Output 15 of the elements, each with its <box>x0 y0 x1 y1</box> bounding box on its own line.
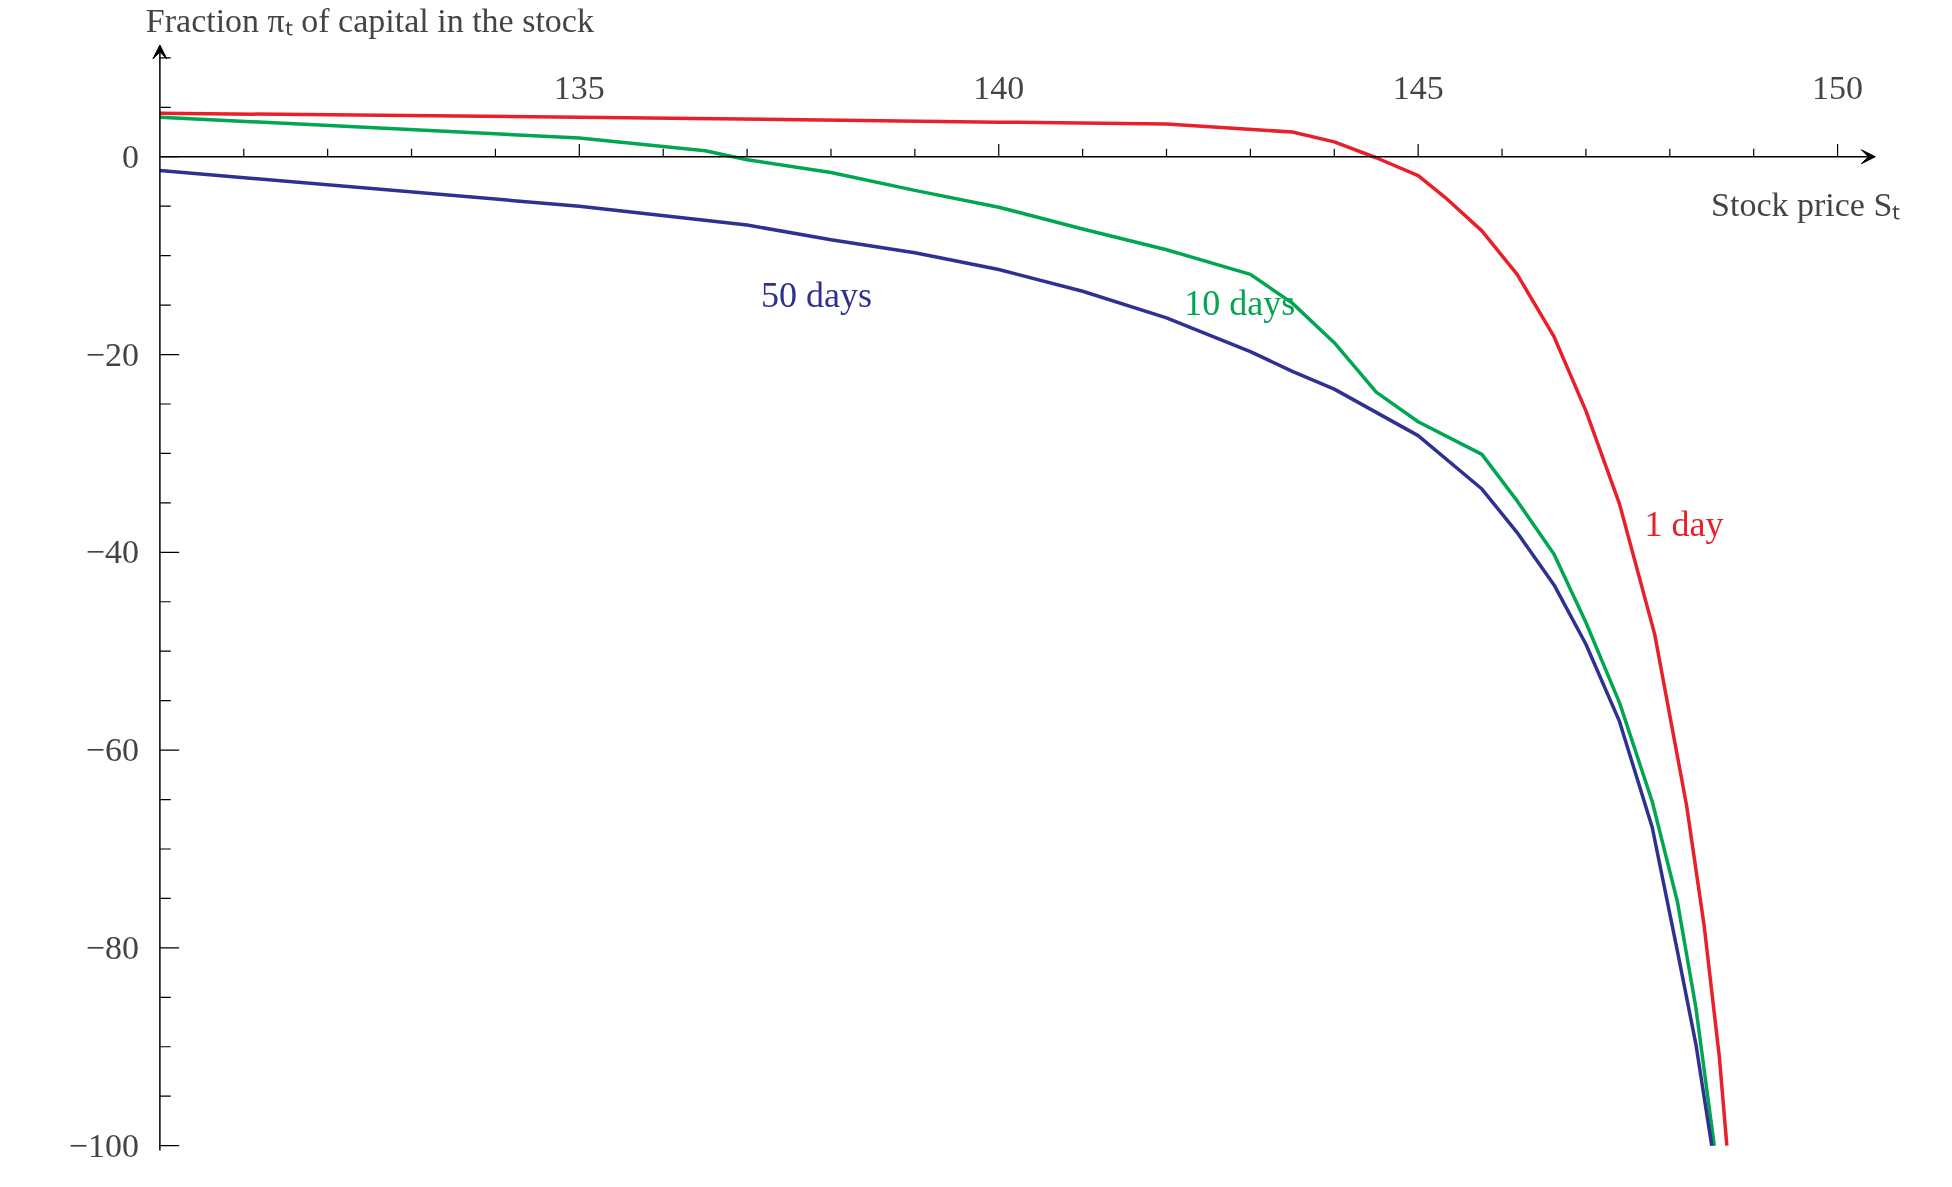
series-label: 10 days <box>1184 282 1296 323</box>
y-tick-label: −60 <box>85 731 139 769</box>
x-tick-label: 150 <box>1812 69 1864 107</box>
y-tick-label: −20 <box>85 335 139 373</box>
series-label: 1 day <box>1644 503 1724 544</box>
y-tick-label: −80 <box>85 928 139 966</box>
y-tick-label: −40 <box>85 533 139 571</box>
y-tick-label: −100 <box>68 1126 139 1164</box>
x-tick-label: 140 <box>973 69 1025 107</box>
x-tick-label: 135 <box>553 69 605 107</box>
chart-title: Fraction πₜ of capital in the stock <box>145 2 594 40</box>
y-tick-label: 0 <box>121 137 139 175</box>
x-tick-label: 145 <box>1392 69 1444 107</box>
x-axis-title: Stock price Sₜ <box>1711 186 1901 224</box>
series-label: 50 days <box>760 274 872 315</box>
